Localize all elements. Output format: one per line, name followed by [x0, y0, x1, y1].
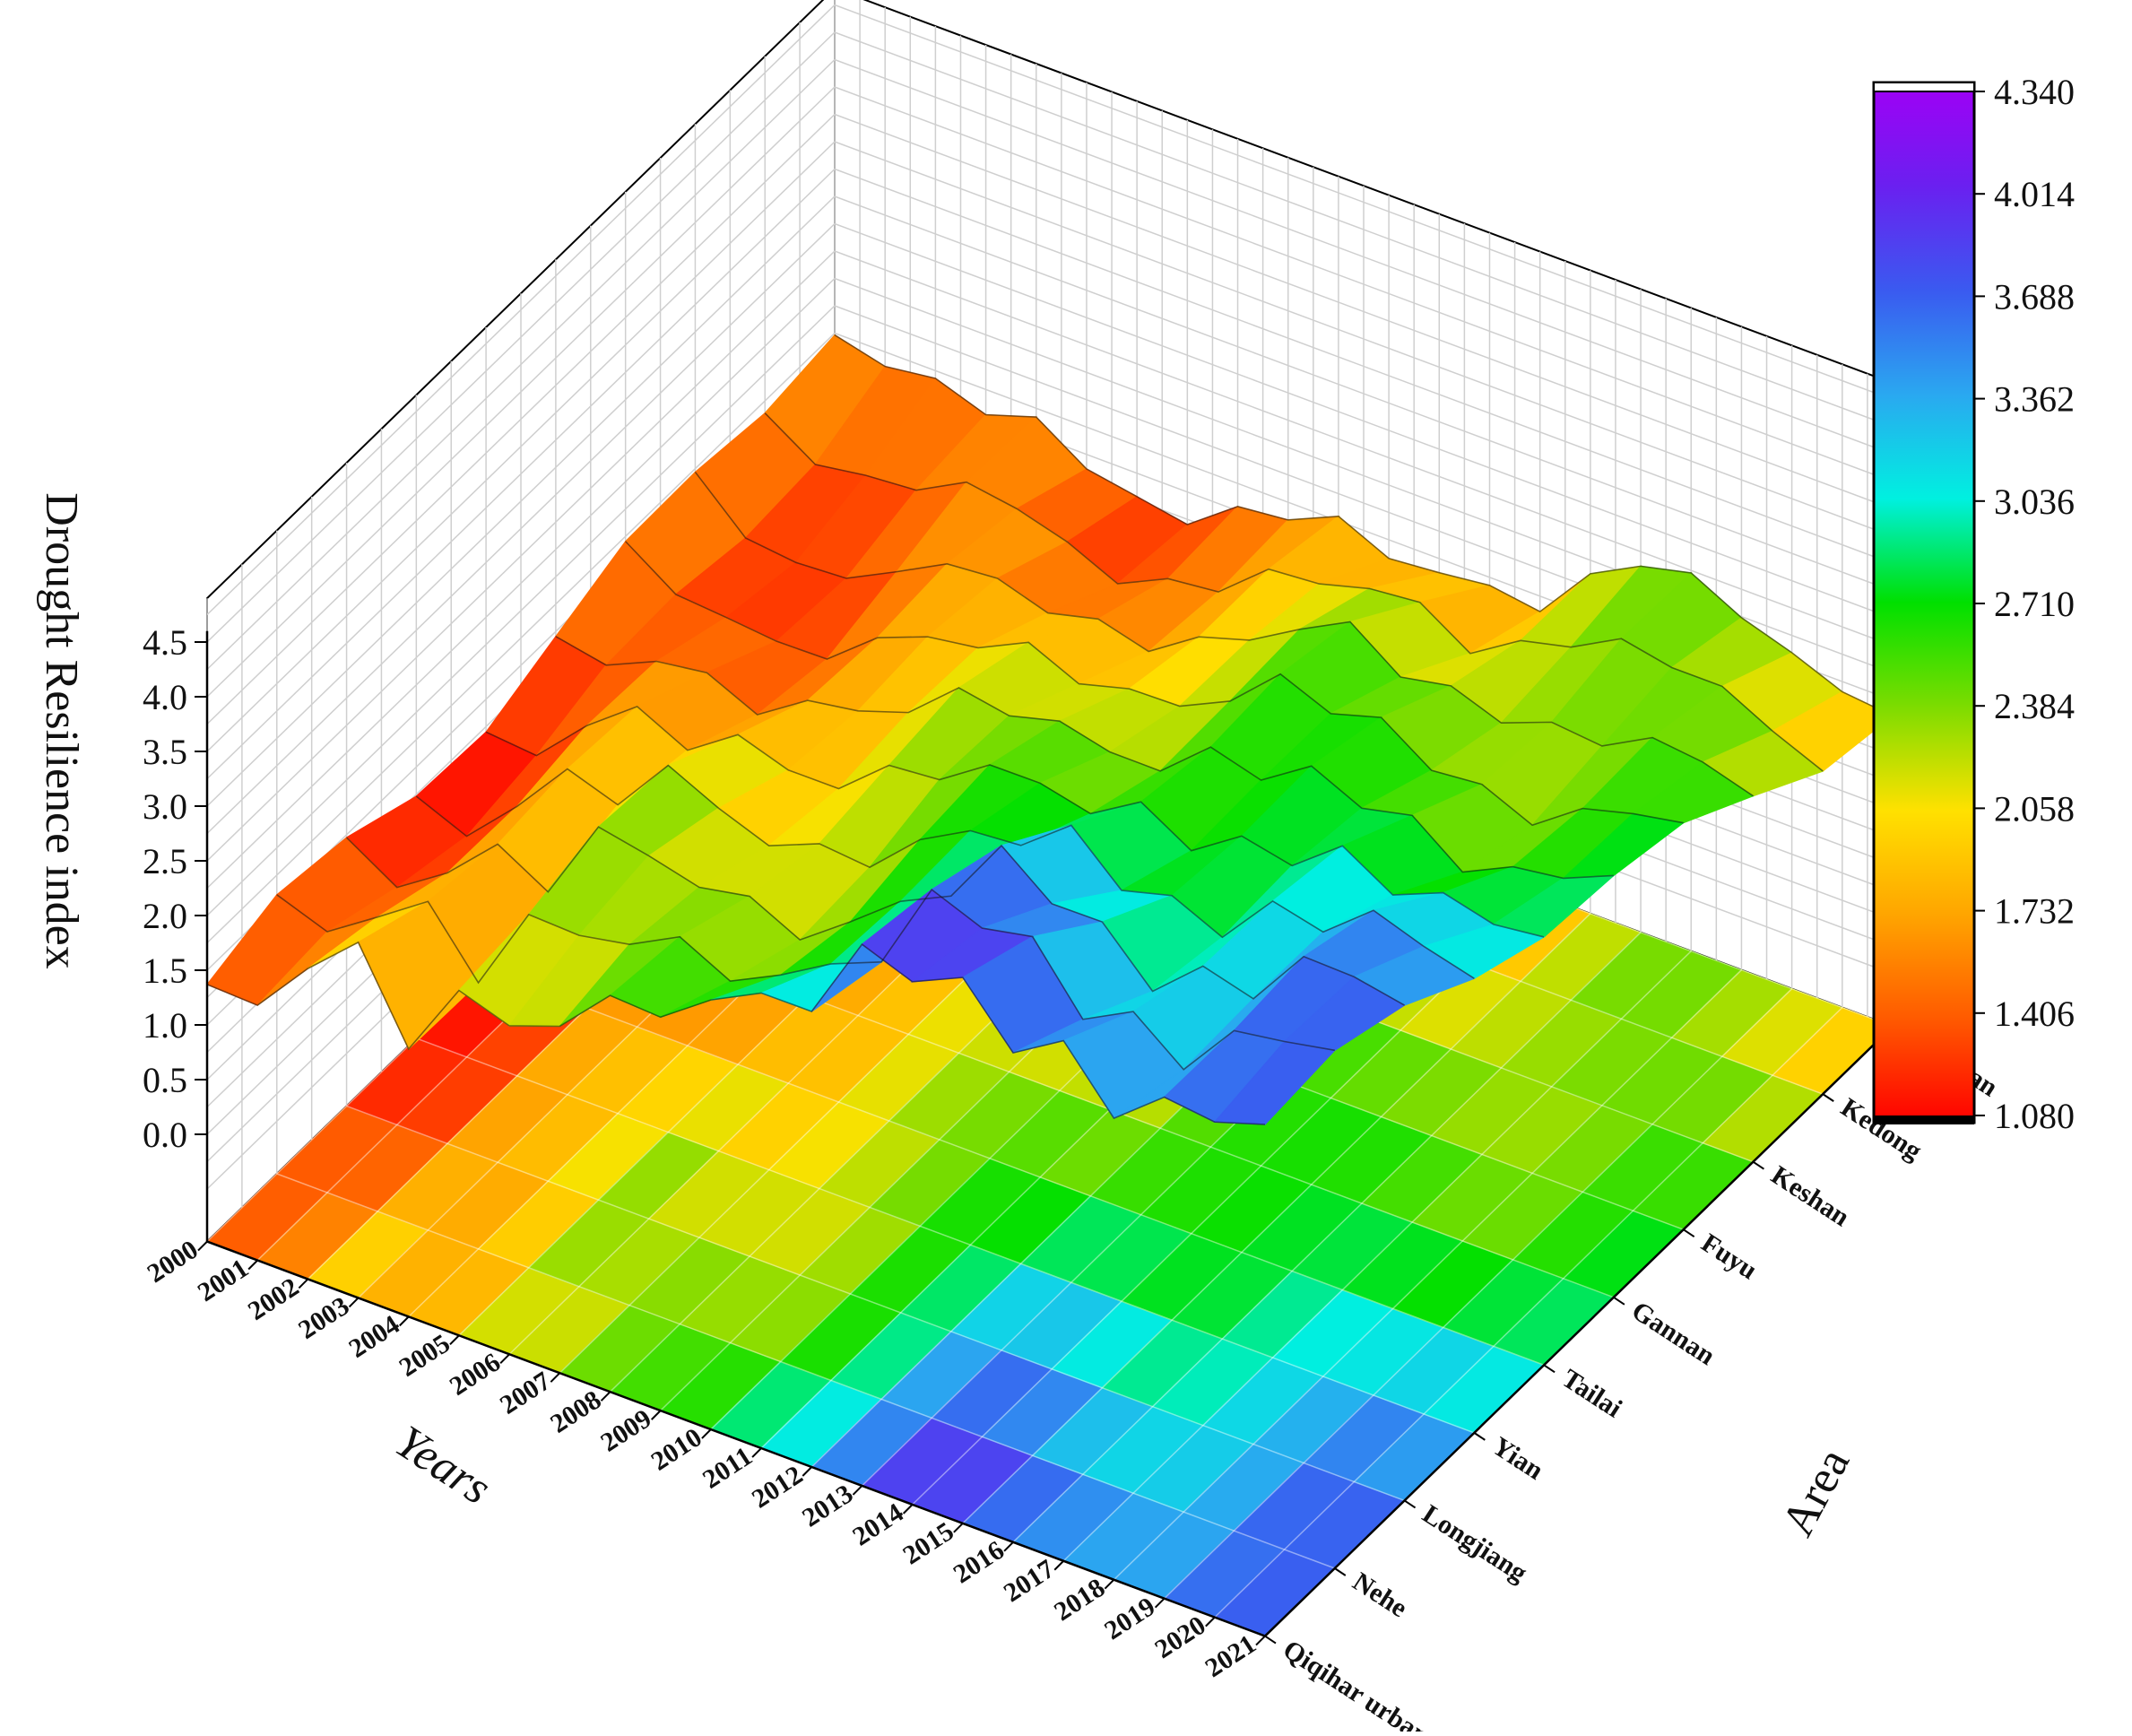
year-axis-line: [206, 1240, 1266, 1637]
area-tick-label: Yian: [1487, 1431, 1549, 1486]
year-tick-mark: [1053, 1560, 1064, 1571]
year-tick-mark: [247, 1259, 258, 1271]
z-tick-label: 3.0: [143, 786, 187, 827]
colorbar-tick-label: 4.014: [1994, 174, 2075, 214]
area-tick-label: Qiqihar urban area: [1278, 1635, 1482, 1732]
year-tick-mark: [499, 1353, 510, 1364]
floor-grid-line: [485, 969, 1545, 1367]
floor-grid-line: [1012, 932, 1642, 1543]
year-tick-label: 2021: [1200, 1629, 1261, 1683]
floor-grid-line: [416, 1037, 1475, 1434]
colorbar-tick-label: 4.340: [1994, 72, 2075, 112]
area-tick-mark: [1543, 1364, 1556, 1374]
z-tick-label: 4.5: [143, 622, 187, 663]
surface-line: [764, 412, 1824, 772]
year-tick-mark: [751, 1447, 762, 1458]
area-tick-label: Tailai: [1556, 1364, 1627, 1424]
x-axis-title: Years: [386, 1416, 499, 1515]
colorbar-top-cap: [1873, 82, 1975, 92]
floor-grid-line: [1214, 1007, 1843, 1619]
year-tick-mark: [1205, 1616, 1216, 1628]
z-tick-label: 0.5: [143, 1060, 187, 1100]
area-tick-mark: [1334, 1567, 1347, 1576]
surface-line: [276, 888, 1335, 1071]
year-tick-mark: [852, 1485, 863, 1496]
year-tick-mark: [600, 1391, 611, 1402]
z-axis-ticks: 0.0 0.5 1.0 1.5 2.0 2.5 3.0 3.5 4.0 4.5: [143, 622, 209, 1242]
surface-plot: [206, 334, 1894, 1125]
floor-grid-line: [1164, 988, 1793, 1600]
floor-grid-line: [276, 1173, 1336, 1569]
area-tick-mark: [1822, 1093, 1834, 1102]
year-tick-mark: [953, 1523, 964, 1533]
year-tick-mark: [298, 1278, 309, 1289]
year-tick-mark: [1104, 1578, 1115, 1590]
year-tick-mark: [902, 1504, 914, 1515]
surface-line: [485, 705, 1545, 938]
surface-line: [625, 541, 1684, 827]
year-tick-mark: [399, 1315, 410, 1327]
year-tick-mark: [1154, 1597, 1166, 1609]
z-tick-label: 0.0: [143, 1115, 187, 1155]
area-axis-line: [1264, 1025, 1894, 1637]
z-tick-label: 2.0: [143, 896, 187, 936]
floor-grid-line: [1113, 969, 1742, 1581]
colorbar-tick-label: 2.710: [1994, 584, 2075, 624]
colorbar-tick-label: 1.406: [1994, 994, 2075, 1034]
year-tick-mark: [1255, 1635, 1266, 1646]
colorbar-tick-label: 3.036: [1994, 482, 2075, 522]
area-tick-mark: [1683, 1228, 1695, 1238]
surface-line: [555, 636, 1614, 880]
year-tick-mark: [802, 1466, 812, 1477]
year-tick-mark: [197, 1240, 208, 1252]
surface-line: [834, 334, 1894, 717]
area-tick-label: Nehe: [1348, 1567, 1412, 1623]
year-tick-mark: [701, 1428, 712, 1439]
colorbar-gradient: [1872, 81, 1976, 1124]
colorbar-tick-label: 2.058: [1994, 788, 2075, 829]
surface-line: [345, 826, 1405, 1006]
area-tick-mark: [1404, 1499, 1417, 1509]
year-tick-mark: [651, 1410, 662, 1420]
surface-line: [694, 471, 1754, 797]
area-tick-label: Fuyu: [1696, 1228, 1763, 1285]
colorbar-tick-label: 1.080: [1994, 1096, 2075, 1136]
floor-grid-line: [962, 913, 1591, 1524]
z-tick-label: 1.0: [143, 1005, 187, 1046]
z-axis-title: Drought Resilience index: [36, 492, 87, 968]
surface-line: [415, 764, 1475, 979]
colorbar-tick-label: 3.688: [1994, 276, 2075, 317]
colorbar-bottom-cap: [1874, 1115, 1974, 1124]
area-tick-label: Keshan: [1766, 1160, 1855, 1233]
colorbar-tick-label: 2.384: [1994, 686, 2075, 726]
area-tick-mark: [1473, 1432, 1486, 1441]
colorbar-tick-label: 1.732: [1994, 891, 2075, 932]
y-axis-title: Area: [1772, 1440, 1860, 1544]
area-tick-label: Gannan: [1626, 1296, 1720, 1371]
area-tick-mark: [1264, 1635, 1277, 1645]
colorbar: 1.080 1.406 1.732 2.058 2.384 2.710 3.036 3.362…: [1872, 72, 2075, 1136]
year-tick-mark: [348, 1297, 360, 1308]
floor-grid-line: [346, 1105, 1405, 1502]
area-tick-label: Longjiang: [1417, 1499, 1532, 1588]
area-tick-mark: [1752, 1160, 1764, 1170]
surface-line: [206, 941, 1266, 1125]
z-tick-label: 4.0: [143, 677, 187, 717]
year-tick-mark: [449, 1334, 460, 1346]
z-tick-label: 3.5: [143, 732, 187, 772]
area-tick-mark: [1613, 1296, 1625, 1306]
z-tick-label: 1.5: [143, 950, 187, 991]
colorbar-tick-label: 3.362: [1994, 379, 2075, 420]
floor-grid-line: [912, 894, 1541, 1506]
year-tick-label: 2011: [698, 1441, 758, 1494]
year-tick-mark: [1003, 1541, 1014, 1552]
z-tick-label: 2.5: [143, 841, 187, 881]
year-tick-mark: [550, 1372, 561, 1383]
floor-grid-line: [1062, 950, 1692, 1562]
